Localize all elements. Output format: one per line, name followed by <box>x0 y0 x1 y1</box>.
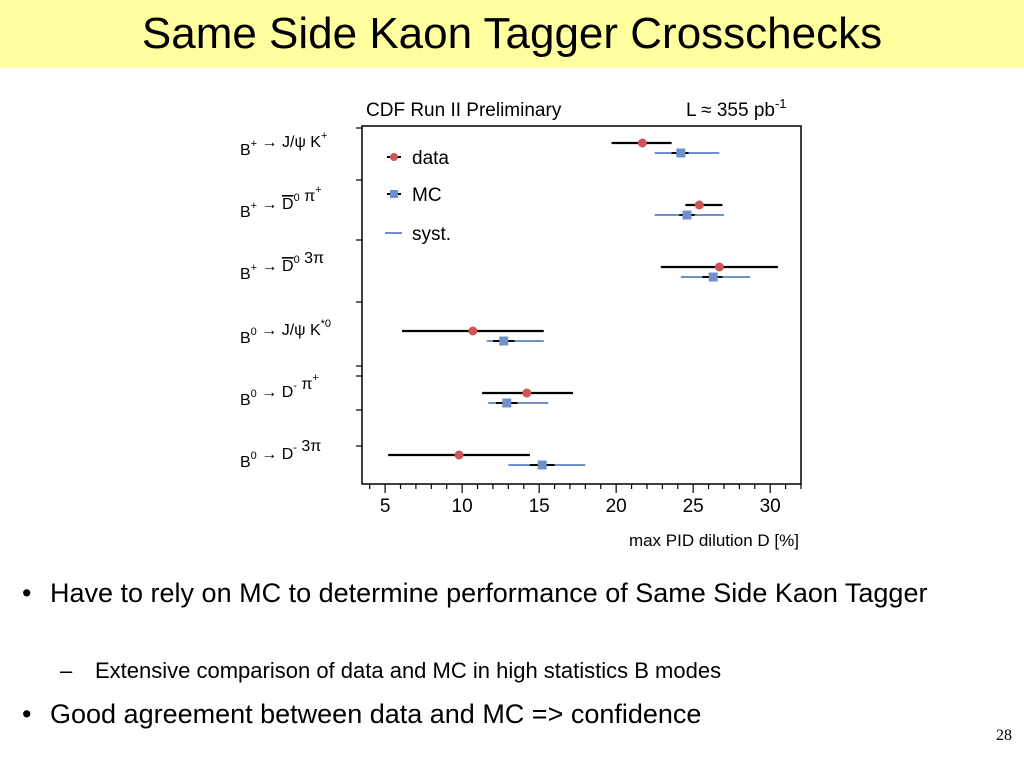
legend-mc-label: MC <box>412 185 442 206</box>
x-tick-label: 15 <box>529 496 550 517</box>
bullet-text: Good agreement between data and MC => co… <box>50 699 702 729</box>
mc-point <box>499 336 509 346</box>
data-point <box>522 388 532 398</box>
legend-data-marker <box>390 153 398 161</box>
data-point <box>637 138 647 148</box>
bullet-item: • Good agreement between data and MC => … <box>22 699 982 730</box>
chart-header-left: CDF Run II Preliminary <box>366 100 562 121</box>
category-label: B0 → J/ψ K*0 <box>240 318 331 347</box>
chart-header-right: L ≈ 355 pb-1 <box>686 96 787 121</box>
mc-point <box>682 210 692 220</box>
bullet-text: Have to rely on MC to determine performa… <box>50 578 928 608</box>
x-tick-label: 5 <box>380 496 391 517</box>
x-tick-label: 20 <box>606 496 627 517</box>
bullet-item: • Have to rely on MC to determine perfor… <box>22 578 982 609</box>
mc-point <box>537 460 547 470</box>
data-point <box>468 326 478 336</box>
chart-figure: CDF Run II Preliminary L ≈ 355 pb-1 5 10 15 2… <box>240 96 802 550</box>
bullet-marker: • <box>22 699 32 729</box>
legend-syst-label: syst. <box>412 224 451 245</box>
dilution-chart: CDF Run II Preliminary L ≈ 355 pb-1 5 10 15 2… <box>240 96 802 550</box>
title-bar: Same Side Kaon Tagger Crosschecks <box>0 0 1024 68</box>
x-axis-label: max PID dilution D [%] <box>629 531 799 550</box>
mc-point <box>708 272 718 282</box>
category-label: B+ → J/ψ K+ <box>240 130 327 159</box>
slide-title: Same Side Kaon Tagger Crosschecks <box>141 9 883 58</box>
data-point <box>714 262 724 272</box>
x-tick-label: 30 <box>760 496 781 517</box>
legend-mc-marker <box>390 190 398 198</box>
plot-frame <box>361 125 802 485</box>
sub-bullet-text: Extensive comparison of data and MC in h… <box>95 658 722 683</box>
data-point <box>694 200 704 210</box>
x-tick-label: 25 <box>683 496 704 517</box>
mc-point <box>676 148 686 158</box>
category-label: B0 → D- π+ <box>240 372 319 409</box>
sub-bullet-item: – Extensive comparison of data and MC in… <box>60 658 721 684</box>
legend-data-label: data <box>412 148 449 169</box>
page-number: 28 <box>996 727 1012 744</box>
mc-point <box>502 398 512 408</box>
x-tick-label: 10 <box>452 496 473 517</box>
bullet-marker: • <box>22 578 32 608</box>
sub-bullet-marker: – <box>60 658 73 683</box>
data-point <box>454 450 464 460</box>
category-label: B+ → D0 π+ <box>240 184 322 221</box>
category-label: B+ → D0 3π <box>240 250 324 283</box>
category-label: B0 → D- 3π <box>240 438 321 471</box>
